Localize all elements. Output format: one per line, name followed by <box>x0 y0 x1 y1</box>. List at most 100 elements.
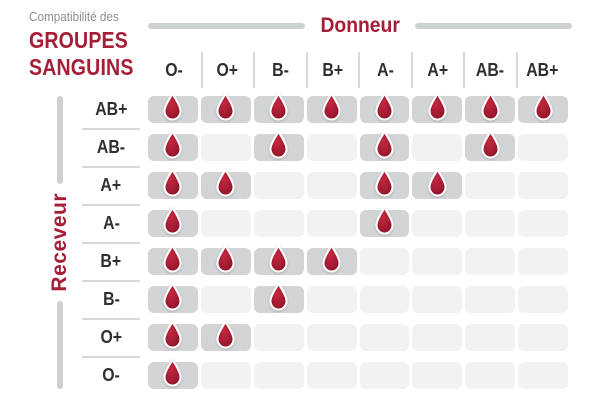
cell-AB--AB+ <box>518 134 568 161</box>
cell-AB--AB- <box>465 130 516 161</box>
receiver-label-text: AB- <box>96 137 126 157</box>
blood-drop-icon <box>533 92 553 121</box>
cell-AB--O+ <box>200 134 251 161</box>
blood-drop-icon <box>163 244 183 273</box>
blood-drop-icon <box>163 206 183 235</box>
cell-O+-B- <box>253 324 304 351</box>
cell-B--A+ <box>412 286 463 313</box>
cell-B+-B+ <box>306 244 357 275</box>
cell-A+-A- <box>359 168 410 199</box>
receiver-axis-top-bar <box>57 96 63 185</box>
donor-header-AB+: AB+ <box>515 52 569 88</box>
donor-axis-left-bar <box>148 23 305 29</box>
cell-AB--A- <box>359 130 410 161</box>
blood-drop-icon <box>269 130 288 159</box>
blood-drop-icon <box>375 92 394 121</box>
donor-header-label: B- <box>271 59 289 80</box>
cell-O--B+ <box>306 362 357 389</box>
cell-AB+-AB+ <box>518 92 568 123</box>
blood-drop-icon <box>163 168 183 197</box>
receiver-label-A+: A+ <box>82 172 140 206</box>
receiver-label-text: A- <box>102 213 120 233</box>
cell-B+-AB- <box>465 248 516 275</box>
cell-O--O- <box>148 358 198 389</box>
blood-drop-icon <box>428 168 447 197</box>
receiver-label-text: AB+ <box>94 99 128 119</box>
cell-A--A+ <box>412 210 463 237</box>
receiver-label-O+: O+ <box>82 324 140 358</box>
blood-drop-icon <box>481 130 500 159</box>
cell-O+-O+ <box>200 320 251 351</box>
cell-O--A- <box>359 362 410 389</box>
title-kicker: Compatibilité des <box>29 9 119 24</box>
donor-header-label: A+ <box>427 59 449 80</box>
receiver-label-O-: O- <box>82 362 140 389</box>
receiver-label-B+: B+ <box>82 248 140 282</box>
receiver-label-text: O+ <box>100 327 122 347</box>
receiver-label-text: B+ <box>100 251 122 271</box>
cell-AB--B- <box>253 130 304 161</box>
cell-O+-B+ <box>306 324 357 351</box>
cell-A+-O+ <box>200 168 251 199</box>
compatibility-grid <box>148 92 568 389</box>
cell-A+-O- <box>148 168 198 199</box>
cell-B+-O- <box>148 244 198 275</box>
blood-drop-icon <box>375 168 394 197</box>
receiver-axis-label: Receveur <box>48 193 71 292</box>
receiver-axis-bottom-bar <box>57 300 63 389</box>
blood-drop-icon <box>375 130 394 159</box>
cell-B--B+ <box>306 286 357 313</box>
cell-B--A- <box>359 286 410 313</box>
blood-drop-icon <box>481 92 500 121</box>
title-line-groupes: GROUPES <box>29 27 128 53</box>
receiver-row-labels: AB+ AB- A+ A- B+ B- O+ O- <box>82 96 140 389</box>
cell-B+-O+ <box>200 244 251 275</box>
cell-B+-AB+ <box>518 248 568 275</box>
cell-A--AB- <box>465 210 516 237</box>
cell-AB+-AB- <box>465 92 516 123</box>
cell-A--A- <box>359 206 410 237</box>
cell-AB--B+ <box>306 134 357 161</box>
cell-B+-B- <box>253 244 304 275</box>
title-block: Compatibilité des GROUPES SANGUINS <box>29 9 159 81</box>
cell-B--AB+ <box>518 286 568 313</box>
cell-AB+-B- <box>253 92 304 123</box>
cell-O+-O- <box>148 320 198 351</box>
cell-AB+-B+ <box>306 92 357 123</box>
donor-header-B-: B- <box>253 52 306 88</box>
blood-drop-icon <box>428 92 447 121</box>
receiver-label-text: A+ <box>100 175 122 195</box>
donor-header-label: O- <box>165 59 184 80</box>
donor-header-label: AB- <box>476 59 505 80</box>
cell-AB+-O+ <box>200 92 251 123</box>
blood-drop-icon <box>322 92 341 121</box>
donor-header-A-: A- <box>358 52 411 88</box>
donor-header-B+: B+ <box>305 52 359 88</box>
cell-O--A+ <box>412 362 463 389</box>
receiver-label-AB+: AB+ <box>82 96 140 130</box>
blood-drop-icon <box>163 130 183 159</box>
blood-drop-icon <box>163 92 183 121</box>
cell-B+-A+ <box>412 248 463 275</box>
cell-A--B- <box>253 210 304 237</box>
donor-axis-label: Donneur <box>320 14 400 37</box>
donor-header-AB-: AB- <box>463 52 516 88</box>
blood-drop-icon <box>375 206 394 235</box>
receiver-label-text: O- <box>102 365 120 385</box>
cell-A--O- <box>148 206 198 237</box>
blood-drop-icon <box>163 282 183 311</box>
cell-B--O- <box>148 282 198 313</box>
blood-drop-icon <box>163 358 183 387</box>
cell-A--O+ <box>200 210 251 237</box>
cell-AB+-A+ <box>412 92 463 123</box>
cell-O--O+ <box>200 362 251 389</box>
receiver-label-AB-: AB- <box>82 134 140 168</box>
blood-drop-icon <box>216 244 235 273</box>
cell-A--AB+ <box>518 210 568 237</box>
cell-AB--A+ <box>412 134 463 161</box>
donor-header-O+: O+ <box>200 52 254 88</box>
cell-AB+-O- <box>148 92 198 123</box>
cell-O+-AB- <box>465 324 516 351</box>
cell-A+-B+ <box>306 172 357 199</box>
title-line-sanguins: SANGUINS <box>29 53 134 80</box>
